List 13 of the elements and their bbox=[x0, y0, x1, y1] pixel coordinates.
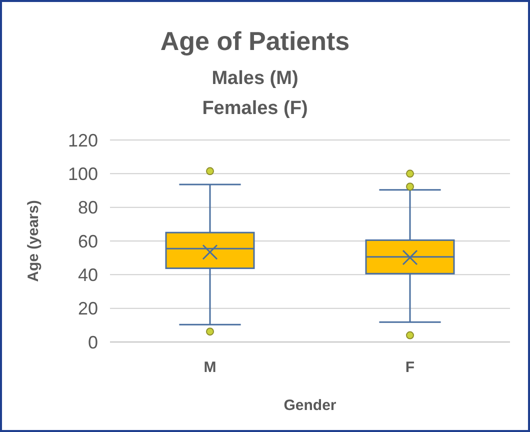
y-tick-label: 80 bbox=[78, 198, 98, 218]
y-tick-label: 60 bbox=[78, 231, 98, 252]
y-tick-label: 100 bbox=[68, 164, 98, 184]
x-tick-label: M bbox=[204, 359, 216, 376]
x-tick-label: F bbox=[405, 359, 415, 376]
y-tick-label: 120 bbox=[68, 130, 98, 150]
y-axis-title: Age (years) bbox=[25, 200, 42, 282]
x-axis-title: Gender bbox=[284, 397, 336, 414]
y-tick-label: 40 bbox=[78, 264, 98, 285]
chart-subtitle: Males (M) Females (F) bbox=[202, 68, 308, 119]
y-tick-label: 0 bbox=[88, 332, 98, 352]
chart-title: Age of Patients bbox=[160, 26, 350, 56]
y-tick-label: 20 bbox=[78, 298, 98, 319]
